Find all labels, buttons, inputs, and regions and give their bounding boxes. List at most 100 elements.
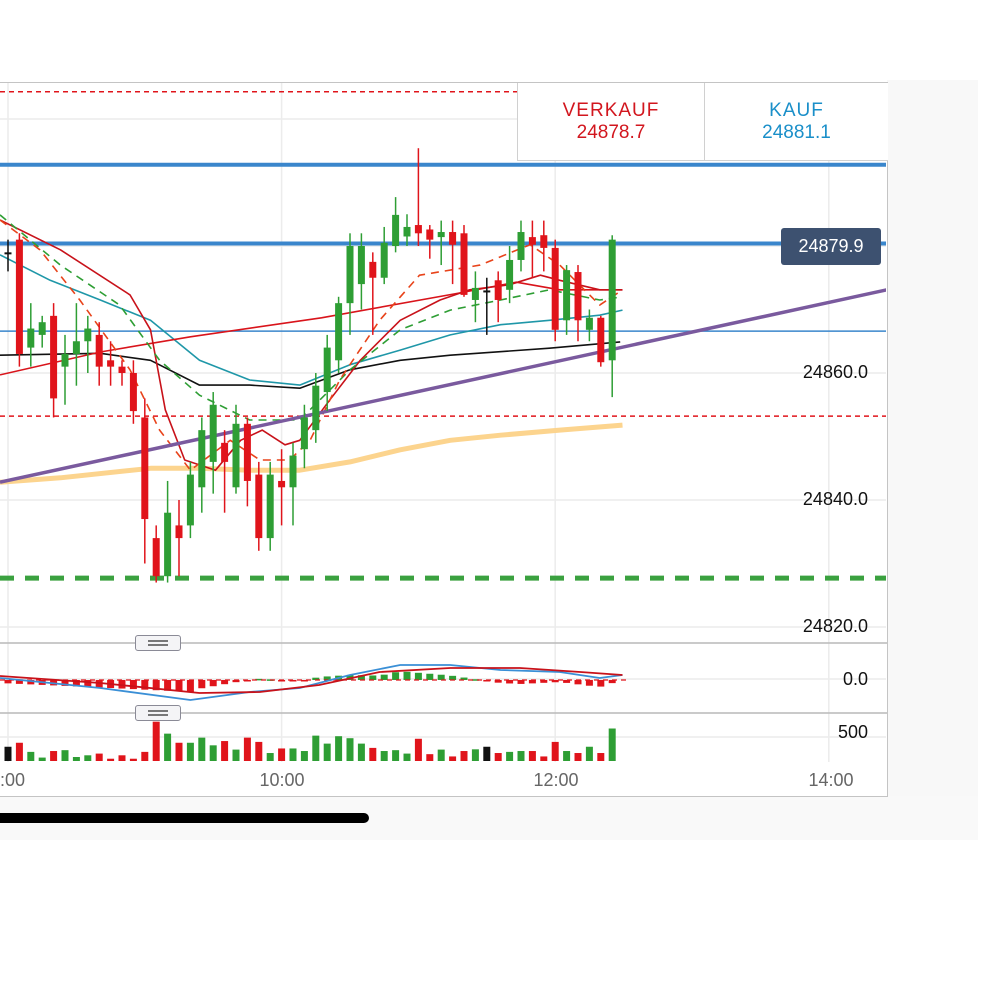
macd-histogram-bar <box>540 680 548 683</box>
candle-body <box>357 246 365 285</box>
candle-body <box>232 423 240 488</box>
macd-histogram-bar <box>186 680 194 692</box>
macd-histogram-bar <box>152 680 160 691</box>
volume-bar <box>563 751 571 761</box>
candle-body <box>50 315 58 399</box>
moving-averages <box>0 214 886 485</box>
macd-histogram-bar <box>403 671 411 680</box>
buy-button[interactable]: KAUF 24881.1 <box>704 83 888 161</box>
y-tick-label: 24860.0 <box>802 362 868 382</box>
candle-body <box>471 287 479 300</box>
candle-body <box>597 317 605 363</box>
volume-bar <box>540 756 548 761</box>
candle-body <box>4 252 12 255</box>
volume-bar <box>15 742 23 761</box>
volume-bar <box>243 737 251 761</box>
candle-body <box>209 404 217 462</box>
volume-bar <box>585 746 593 761</box>
candle-body <box>38 322 46 335</box>
volume-bar <box>209 745 217 761</box>
candle-body <box>255 474 263 539</box>
macd-histogram-bar <box>392 672 400 680</box>
macd-histogram-bar <box>27 680 35 685</box>
candle-body <box>152 538 160 577</box>
volume-bar <box>38 757 46 761</box>
volume-bar <box>517 751 525 761</box>
sell-price: 24878.7 <box>576 122 646 143</box>
volume-bar <box>95 753 103 761</box>
macd-histogram-bar <box>164 680 172 691</box>
x-tick-label: 14:00 <box>808 770 854 790</box>
macd-histogram-bar <box>84 680 92 687</box>
volume-bar <box>175 742 183 761</box>
x-tick-label: 10:00 <box>259 770 305 790</box>
volume-bar <box>4 746 12 761</box>
volume-bar <box>312 735 320 761</box>
candle-body <box>369 261 377 278</box>
candle-body <box>506 259 514 290</box>
black-ma <box>0 341 621 390</box>
x-tick-label: :00 <box>0 770 26 790</box>
macd-histogram-bar <box>198 680 206 689</box>
volume-bar <box>335 736 343 761</box>
candle-body <box>437 232 445 238</box>
sell-button[interactable]: VERKAUF 24878.7 <box>517 83 704 161</box>
volume-bar <box>84 755 92 761</box>
macd-histogram-bar <box>61 680 69 686</box>
candle-body <box>72 341 80 354</box>
volume-bar <box>61 750 69 761</box>
macd-histogram-bar <box>437 674 445 680</box>
volume-bar <box>323 743 331 761</box>
macd-panel-resize-handle[interactable] <box>135 635 181 651</box>
macd-histogram-bar <box>449 675 457 680</box>
macd-histogram-bar <box>175 680 183 692</box>
volume-bar <box>449 756 457 761</box>
volume-bar <box>494 753 502 761</box>
candles <box>4 148 616 583</box>
candle-body <box>528 237 536 245</box>
volume-bar <box>72 757 80 761</box>
horizontal-scrollbar[interactable] <box>0 813 369 823</box>
macd-histogram-bar <box>517 680 525 684</box>
macd-histogram-bar <box>278 680 286 682</box>
macd-histogram-bar <box>506 680 514 684</box>
buy-price: 24881.1 <box>762 122 831 143</box>
candle-body <box>27 328 35 348</box>
volume-bar <box>221 741 229 761</box>
volume-panel-resize-handle[interactable] <box>135 705 181 721</box>
volume-bar <box>118 755 126 761</box>
volume-bar <box>266 753 274 761</box>
candle-body <box>118 366 126 373</box>
macd-histogram-bar <box>608 680 616 684</box>
candle-body <box>380 242 388 278</box>
volume-bar <box>528 751 536 761</box>
candle-body <box>164 512 172 577</box>
buy-label: KAUF <box>769 100 824 121</box>
candle-body <box>107 360 115 367</box>
macd-histogram-bar <box>483 680 491 682</box>
volume-bar <box>506 751 514 761</box>
macd-histogram-bar <box>369 675 377 680</box>
candle-body <box>563 270 571 321</box>
volume-bar <box>460 751 468 761</box>
candle-body <box>483 290 491 293</box>
orange-dashed-ma <box>0 219 623 472</box>
macd-histogram-bar <box>528 680 536 684</box>
macd-histogram-bar <box>426 673 434 680</box>
macd-histogram-bar <box>15 680 23 684</box>
macd-histogram-bar <box>357 675 365 680</box>
volume-bar <box>300 751 308 761</box>
y-tick-label: 24820.0 <box>802 616 868 636</box>
side-background <box>887 80 978 840</box>
volume-bar <box>426 754 434 761</box>
volume-bar <box>186 742 194 761</box>
volume-bar <box>164 733 172 761</box>
volume-bar <box>107 758 115 761</box>
candle-body <box>449 232 457 245</box>
volume-bar <box>483 746 491 761</box>
volume-bar <box>289 748 297 761</box>
volume-bar <box>574 753 582 761</box>
macd-panel <box>0 664 626 701</box>
macd-histogram-bar <box>551 680 559 683</box>
